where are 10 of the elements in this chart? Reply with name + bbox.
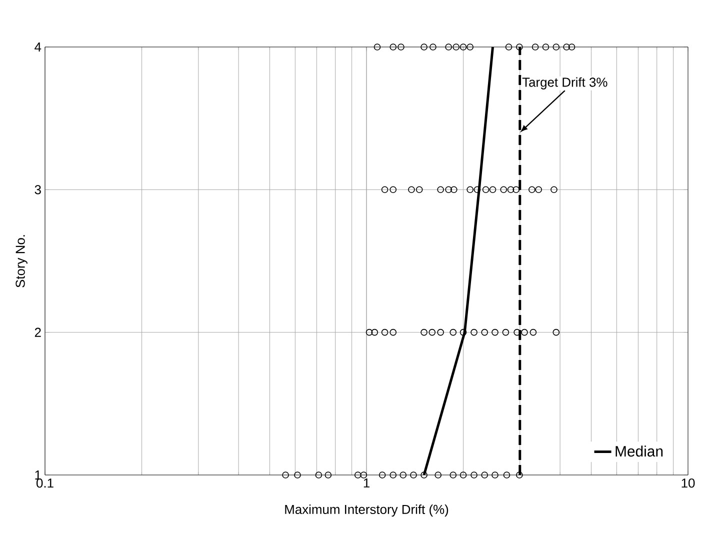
x-tick-label: 10: [682, 478, 695, 488]
y-axis-title: Story No.: [16, 235, 28, 288]
x-tick-label: 1: [364, 478, 370, 488]
annotation: Target Drift 3%: [522, 77, 608, 90]
y-tick-label: 2: [34, 328, 41, 337]
x-axis-title: Maximum Interstory Drift (%): [285, 504, 448, 517]
y-tick-label: 4: [34, 42, 42, 52]
legend-label: Median: [616, 446, 663, 457]
y-tick-label: 3: [34, 185, 41, 194]
y-tick-label: 1: [35, 470, 41, 480]
